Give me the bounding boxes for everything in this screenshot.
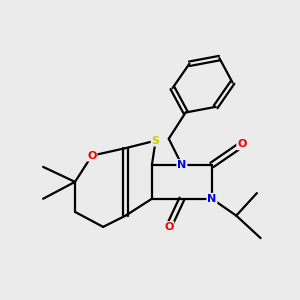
- Text: N: N: [177, 160, 187, 170]
- Text: N: N: [207, 194, 217, 204]
- Text: O: O: [237, 140, 247, 149]
- Text: O: O: [87, 151, 97, 160]
- Text: S: S: [152, 136, 160, 146]
- Text: O: O: [164, 222, 173, 232]
